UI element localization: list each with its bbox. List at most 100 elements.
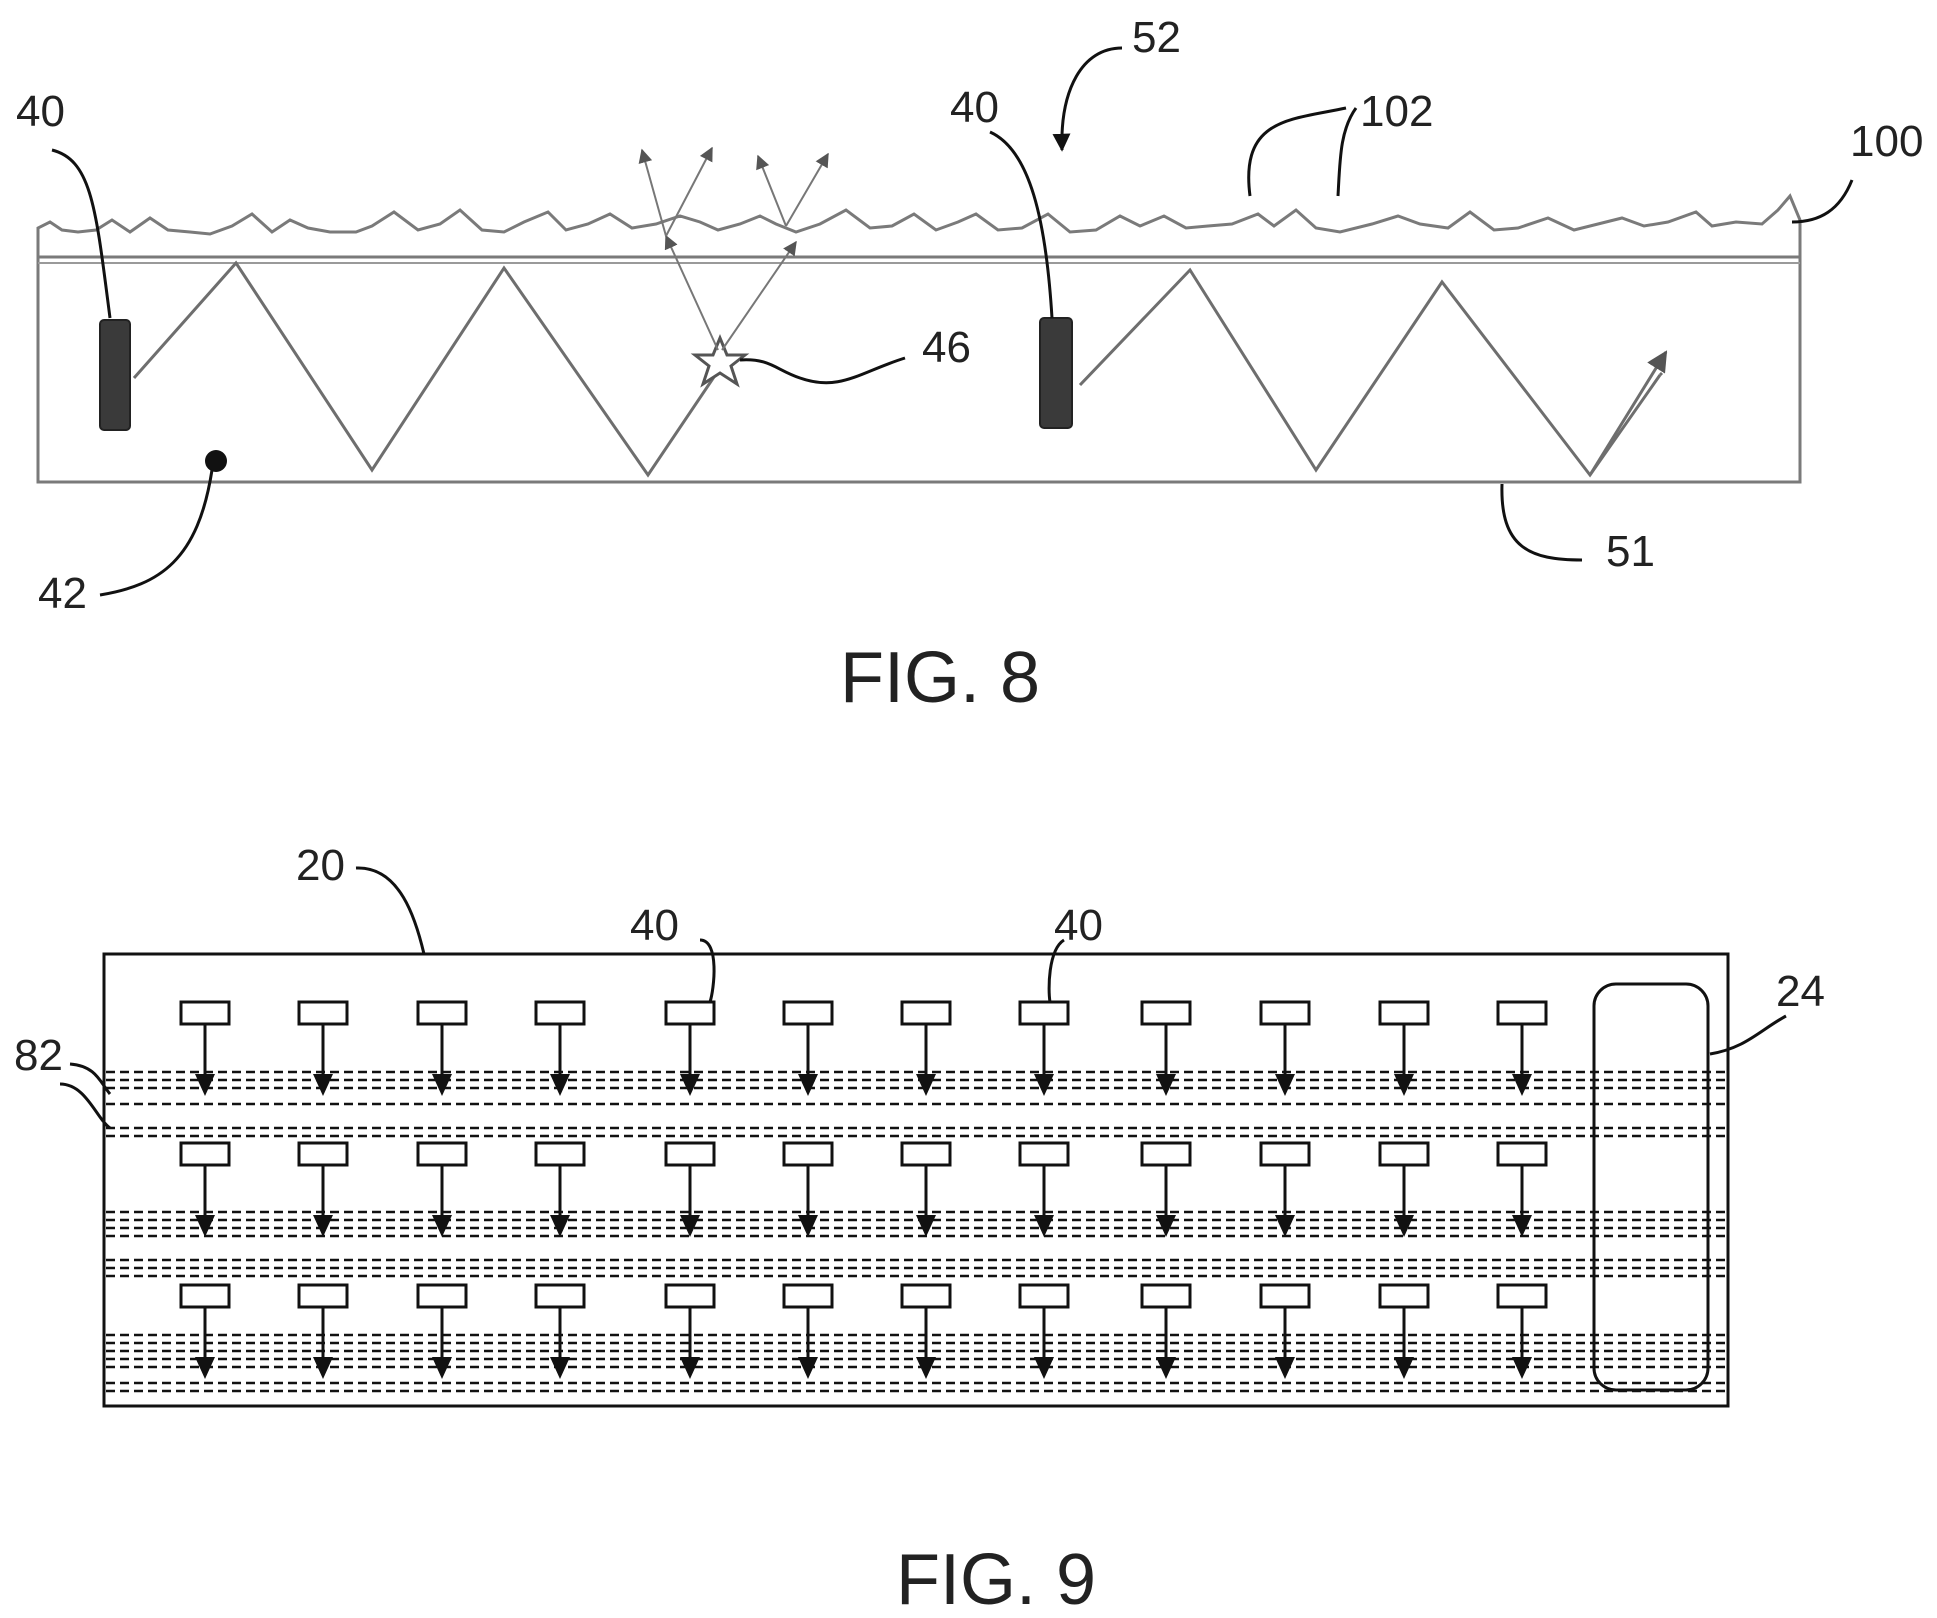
emitter-r1-c7 [902, 1002, 950, 1024]
emitter-r1-c12 [1498, 1002, 1546, 1024]
emitter-r3-c5 [666, 1285, 714, 1307]
emitter-right [1040, 318, 1072, 428]
emitter-r3-c6 [784, 1285, 832, 1307]
controller-24 [1594, 984, 1708, 1390]
leader-40-right [990, 132, 1052, 318]
figure-8: 40 40 52 102 100 46 42 51 FIG. 8 [16, 13, 1923, 718]
emitter-r3-c1 [181, 1285, 229, 1307]
emitter-arrowhead-r2-c5 [680, 1215, 700, 1237]
emitter-arrowhead-r1-c10 [1275, 1074, 1295, 1096]
emitter-arrowhead-r2-c10 [1275, 1215, 1295, 1237]
emitter-arrowhead-r2-c8 [1034, 1215, 1054, 1237]
scatter-ray-1 [666, 236, 718, 350]
emitter-r2-c3 [418, 1143, 466, 1165]
emitter-r3-c8 [1020, 1285, 1068, 1307]
leader-102-a [1249, 108, 1346, 196]
scatter-star-46 [695, 338, 745, 384]
caption-fig-9: FIG. 9 [896, 1540, 1096, 1618]
leader-52 [1062, 48, 1122, 150]
emitter-arrowhead-r3-c4 [550, 1357, 570, 1379]
emitter-r2-c1 [181, 1143, 229, 1165]
scatter-ray-6 [786, 154, 828, 226]
emitter-r1-c2 [299, 1002, 347, 1024]
emitter-r2-c10 [1261, 1143, 1309, 1165]
emitter-r1-c3 [418, 1002, 466, 1024]
emitter-arrowhead-r1-c5 [680, 1074, 700, 1096]
emitter-arrowhead-r2-c1 [195, 1215, 215, 1237]
emitter-arrowhead-r1-c8 [1034, 1074, 1054, 1096]
emitter-r2-c7 [902, 1143, 950, 1165]
emitter-r1-c11 [1380, 1002, 1428, 1024]
emitter-r2-c4 [536, 1143, 584, 1165]
emitter-r1-c4 [536, 1002, 584, 1024]
emitter-arrowhead-r1-c4 [550, 1074, 570, 1096]
dashed-line-groups [106, 1072, 1726, 1391]
label-40-b: 40 [1054, 901, 1103, 950]
leader-40-left [52, 150, 110, 318]
emitter-r2-c5 [666, 1143, 714, 1165]
emitter-arrowhead-r1-c12 [1512, 1074, 1532, 1096]
waveguide-body [38, 257, 1800, 482]
label-40-right: 40 [950, 83, 999, 132]
leader-46 [740, 358, 905, 383]
label-52: 52 [1132, 13, 1181, 62]
caption-fig-8: FIG. 8 [840, 638, 1040, 718]
emitter-arrowhead-r2-c2 [313, 1215, 333, 1237]
emitter-grid [181, 1002, 1546, 1379]
emitter-r2-c11 [1380, 1143, 1428, 1165]
light-arrow-right [1660, 373, 1662, 375]
leader-51 [1502, 484, 1582, 560]
emitter-arrowhead-r2-c7 [916, 1215, 936, 1237]
point-42 [205, 450, 227, 472]
emitter-r2-c6 [784, 1143, 832, 1165]
light-path-left [134, 263, 720, 475]
emitter-arrowhead-r3-c10 [1275, 1357, 1295, 1379]
label-40-left: 40 [16, 87, 65, 136]
textured-surface-102 [38, 196, 1800, 257]
emitter-r3-c7 [902, 1285, 950, 1307]
emitter-r3-c9 [1142, 1285, 1190, 1307]
emitter-arrowhead-r1-c1 [195, 1074, 215, 1096]
emitter-r1-c10 [1261, 1002, 1309, 1024]
emitter-r3-c12 [1498, 1285, 1546, 1307]
light-path-right [1080, 270, 1660, 475]
emitter-r2-c8 [1020, 1143, 1068, 1165]
figure-9: 20 40 40 24 82 FIG. 9 [14, 841, 1825, 1618]
label-102: 102 [1360, 87, 1433, 136]
label-42: 42 [38, 569, 87, 618]
leader-24 [1710, 1016, 1786, 1054]
emitter-arrowhead-r1-c11 [1394, 1074, 1414, 1096]
emitter-r3-c3 [418, 1285, 466, 1307]
leader-20 [356, 868, 424, 954]
emitter-r3-c2 [299, 1285, 347, 1307]
label-24: 24 [1776, 967, 1825, 1016]
emitter-arrowhead-r1-c7 [916, 1074, 936, 1096]
emitter-arrowhead-r2-c6 [798, 1215, 818, 1237]
emitter-arrowhead-r1-c3 [432, 1074, 452, 1096]
emitter-r1-c6 [784, 1002, 832, 1024]
leader-40-a [700, 940, 714, 1002]
emitter-arrowhead-r1-c6 [798, 1074, 818, 1096]
emitter-r3-c4 [536, 1285, 584, 1307]
emitter-r2-c12 [1498, 1143, 1546, 1165]
label-82: 82 [14, 1031, 63, 1080]
exit-arrow-right [1590, 352, 1666, 475]
leader-102-b [1338, 108, 1356, 196]
emitter-arrowhead-r2-c3 [432, 1215, 452, 1237]
leader-100 [1792, 180, 1852, 222]
emitter-arrowhead-r2-c11 [1394, 1215, 1414, 1237]
emitter-arrowhead-r2-c12 [1512, 1215, 1532, 1237]
label-20: 20 [296, 841, 345, 890]
emitter-r2-c9 [1142, 1143, 1190, 1165]
label-51: 51 [1606, 527, 1655, 576]
emitter-arrowhead-r2-c4 [550, 1215, 570, 1237]
emitter-r2-c2 [299, 1143, 347, 1165]
emitter-arrowhead-r1-c9 [1156, 1074, 1176, 1096]
emitter-arrowhead-r2-c9 [1156, 1215, 1176, 1237]
emitter-r1-c8 [1020, 1002, 1068, 1024]
label-100: 100 [1850, 117, 1923, 166]
emitter-r1-c9 [1142, 1002, 1190, 1024]
label-46: 46 [922, 323, 971, 372]
emitter-r1-c1 [181, 1002, 229, 1024]
